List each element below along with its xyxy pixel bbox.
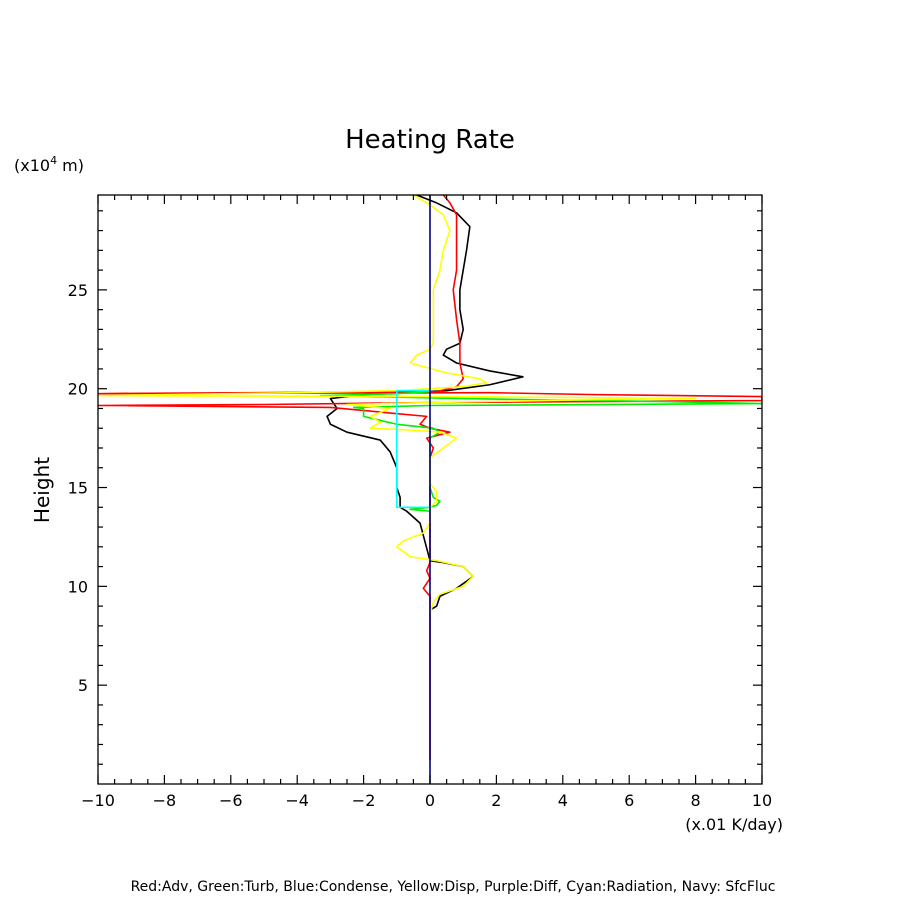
- y-tick-label: 20: [68, 380, 88, 399]
- chart-title: Heating Rate: [345, 125, 515, 155]
- series-line-red: [98, 195, 762, 761]
- x-tick-label: −10: [81, 791, 115, 810]
- y-tick-label: 5: [78, 676, 88, 695]
- y-unit-suffix: m): [57, 156, 84, 175]
- series-line-green: [319, 390, 762, 516]
- x-tick-label: −2: [352, 791, 376, 810]
- x-tick-label: −4: [285, 791, 309, 810]
- y-unit-label: (x104 m): [14, 154, 84, 175]
- y-tick-label: 10: [68, 577, 88, 596]
- y-axis-label: Height: [30, 457, 54, 523]
- x-tick-label: 8: [691, 791, 701, 810]
- y-tick-labels: 5 10 15 20 25: [68, 281, 88, 695]
- y-unit-prefix: (x10: [14, 156, 50, 175]
- x-tick-label: −8: [153, 791, 177, 810]
- x-tick-label: 6: [624, 791, 634, 810]
- y-unit-exponent: 4: [50, 154, 57, 167]
- ticks-layer: [97, 195, 763, 784]
- x-tick-labels: −10 −8 −6 −4 −2 0 2 4 6 8 10: [81, 791, 772, 810]
- x-tick-label: 0: [425, 791, 435, 810]
- series-line-yellow: [98, 195, 697, 615]
- series-line-cyan: [395, 389, 430, 509]
- series-layer: [98, 195, 762, 784]
- x-tick-label: 4: [558, 791, 568, 810]
- x-tick-label: −6: [219, 791, 243, 810]
- x-axis-label: (x.01 K/day): [685, 815, 783, 834]
- legend-text: Red:Adv, Green:Turb, Blue:Condense, Yell…: [131, 879, 776, 895]
- y-tick-label: 15: [68, 479, 88, 498]
- y-tick-label: 25: [68, 281, 88, 300]
- x-tick-label: 10: [752, 791, 772, 810]
- x-tick-label: 2: [491, 791, 501, 810]
